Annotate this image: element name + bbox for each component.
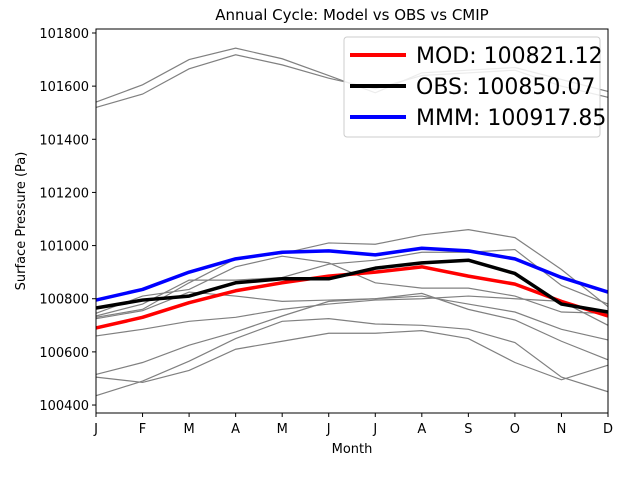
x-axis-label: Month bbox=[332, 442, 373, 457]
cmip-model-line-7 bbox=[95, 295, 609, 337]
axes-layer: J F M A M J J A S O N D 100400 100600 100800 101000 1012… bbox=[39, 27, 613, 437]
y-tick-label: 100600 bbox=[39, 346, 89, 361]
series-line-mmm bbox=[95, 246, 609, 302]
y-tick-label: 101400 bbox=[39, 133, 89, 148]
x-tick-label: F bbox=[139, 422, 146, 437]
y-tick-label: 101200 bbox=[39, 186, 89, 201]
cmip-model-line-8 bbox=[95, 292, 609, 376]
x-tick-label: O bbox=[510, 422, 520, 437]
x-tick-label: J bbox=[93, 422, 98, 437]
y-tick-label: 101600 bbox=[39, 80, 89, 95]
cmip-model-line-10 bbox=[95, 318, 609, 397]
x-tick-label: A bbox=[231, 422, 240, 437]
legend-box bbox=[343, 36, 601, 138]
legend-entry-label: MMM: 100917.85 bbox=[416, 106, 606, 131]
x-tick-label: A bbox=[417, 422, 426, 437]
cmip-model-line-3 bbox=[95, 248, 609, 317]
y-axis-label: Surface Pressure (Pa) bbox=[14, 152, 29, 291]
x-tick-label: S bbox=[464, 422, 472, 437]
x-tick-label: D bbox=[603, 422, 613, 437]
cmip-model-line-4 bbox=[95, 229, 609, 318]
x-tick-label: J bbox=[326, 422, 331, 437]
y-tick-label: 101800 bbox=[39, 27, 89, 42]
y-tick-label: 100400 bbox=[39, 399, 89, 414]
series-layer bbox=[95, 47, 609, 397]
cmip-model-line-9 bbox=[95, 330, 609, 384]
y-tick-label: 101000 bbox=[39, 240, 89, 255]
x-tick-label: M bbox=[277, 422, 288, 437]
x-tick-label: J bbox=[372, 422, 377, 437]
legend: MOD: 100821.12 OBS: 100850.07 MMM: 100917.… bbox=[343, 36, 606, 138]
x-tick-label: N bbox=[557, 422, 567, 437]
x-tick-label: M bbox=[183, 422, 194, 437]
y-tick-label: 100800 bbox=[39, 293, 89, 308]
series-line-obs bbox=[95, 258, 609, 314]
legend-entry-label: OBS: 100850.07 bbox=[416, 75, 595, 100]
plot-frame bbox=[95, 28, 609, 414]
legend-entry-label: MOD: 100821.12 bbox=[416, 44, 603, 69]
chart-title: Annual Cycle: Model vs OBS vs CMIP bbox=[215, 6, 488, 24]
